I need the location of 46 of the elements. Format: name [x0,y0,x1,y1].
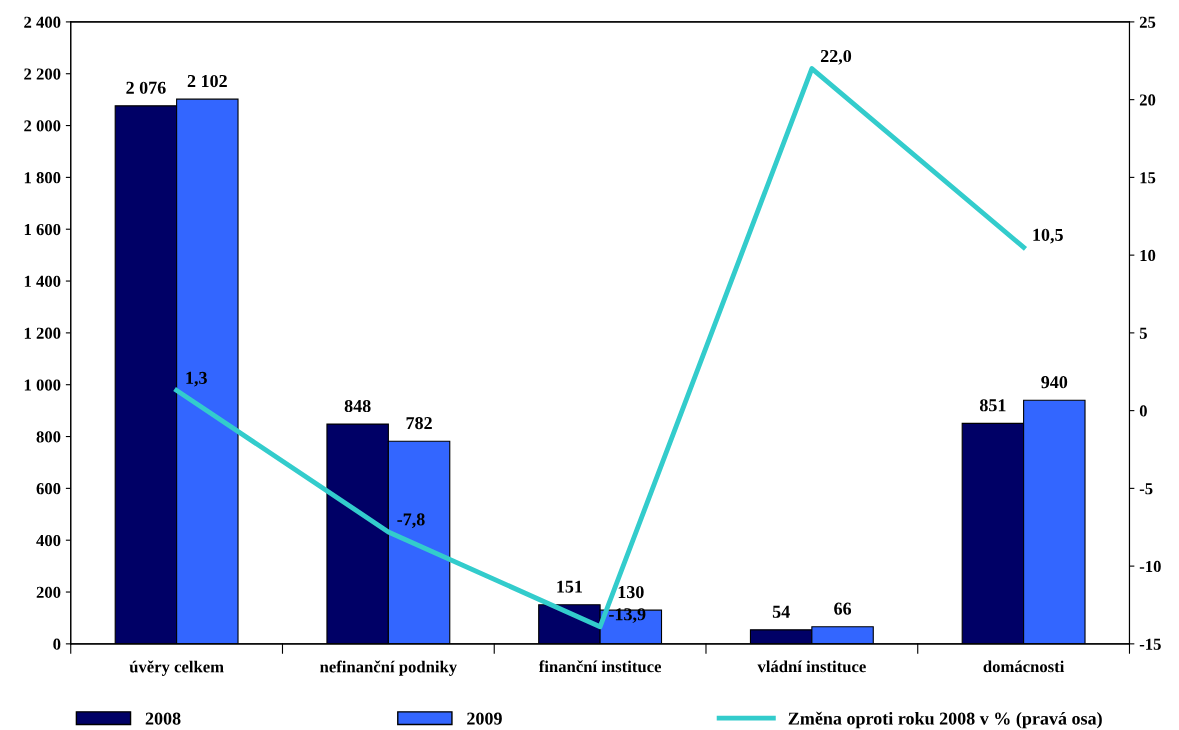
x-tick-label: vládní instituce [757,660,866,673]
y-tick-label: 600 [36,483,61,495]
y2-tick-label: -10 [1139,560,1161,573]
y-tick-label: 400 [36,534,61,547]
legend-label: 2009 [467,712,502,725]
data-label: 848 [344,399,371,413]
data-label: 940 [1041,376,1068,389]
y2-tick-label: 5 [1139,327,1147,339]
y-tick-label: 1 600 [24,223,61,236]
y2-tick-label: -5 [1139,483,1153,495]
y-tick-label: 2 000 [24,120,61,132]
y-tick-label: 1 200 [24,327,61,339]
data-label: 782 [406,417,432,430]
y2-tick-label: 0 [1139,405,1147,417]
data-label: 2 102 [187,74,227,88]
y-tick-label: 800 [36,431,61,443]
y-tick-label: 2 400 [24,16,61,28]
x-tick-label: domácnosti [983,660,1065,673]
data-label: 22,0 [820,49,852,65]
y2-tick-label: 25 [1139,16,1156,28]
x-tick-label: nefinanční podniky [320,660,457,676]
data-label: -13,9 [609,608,646,623]
y-tick-label: 1 400 [24,275,61,287]
data-label: 54 [772,605,790,618]
data-label: 130 [618,585,644,599]
y2-tick-label: 15 [1140,172,1156,184]
y-tick-label: 2 200 [24,68,61,80]
data-label: 151 [557,580,583,593]
data-label: 66 [834,602,852,615]
data-label: -7,8 [397,513,425,529]
y-tick-label: 1 000 [24,379,61,391]
y2-tick-label: 10 [1140,249,1156,262]
x-tick-label: úvěry celkem [129,660,224,676]
y-tick-label: 0 [53,638,61,650]
y2-tick-label: 20 [1139,94,1156,106]
legend-label: Změna oproti roku 2008 v % (pravá osa) [788,711,1102,729]
line-series [174,66,1027,630]
data-label: 1,3 [186,371,207,387]
data-label: 10,5 [1033,228,1063,244]
data-label: 851 [979,399,1006,412]
data-label: 2 076 [126,81,166,94]
y-tick-label: 1 800 [24,172,61,184]
y-tick-label: 200 [36,586,61,598]
y2-tick-label: -15 [1139,638,1161,650]
x-tick-label: finanční instituce [538,660,662,673]
legend-label: 2008 [145,712,181,725]
